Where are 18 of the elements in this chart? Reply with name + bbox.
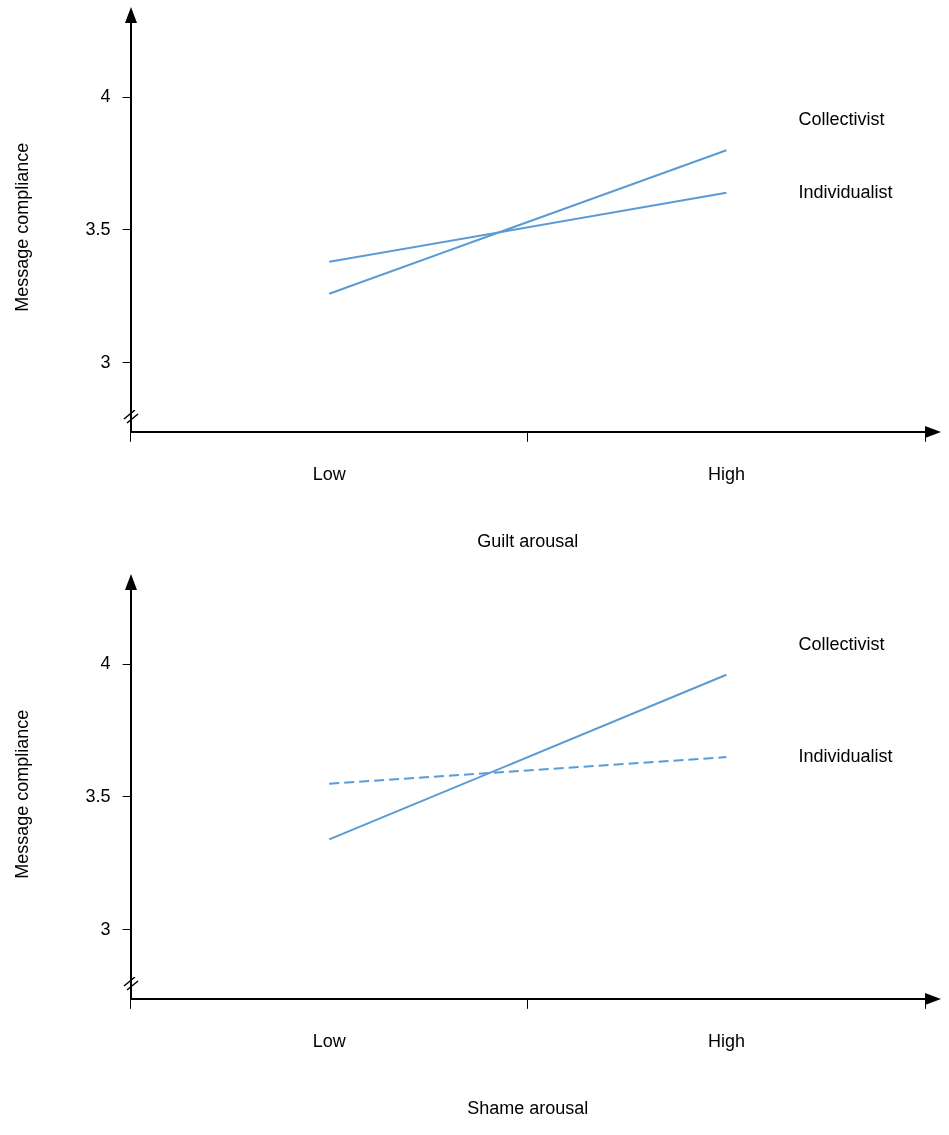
y-axis-title: Message compliance	[11, 709, 32, 879]
y-tick-label: 4	[100, 653, 111, 674]
y-tick-label: 3	[100, 918, 111, 939]
x-axis-title: Guilt arousal	[477, 531, 579, 552]
x-tick-label: Low	[312, 1030, 347, 1051]
y-tick-label: 3	[100, 351, 111, 372]
x-tick-label: High	[707, 1030, 745, 1051]
text: Individualist	[798, 181, 893, 202]
text: Individualist	[798, 746, 893, 767]
text: Collectivist	[798, 109, 885, 130]
x-tick-label: Low	[312, 463, 347, 484]
text: Collectivist	[798, 633, 885, 654]
y-tick-label: 3.5	[85, 785, 111, 806]
y-tick-label: 3.5	[85, 218, 111, 239]
y-axis-title: Message compliance	[11, 142, 32, 312]
x-axis-title: Shame arousal	[467, 1098, 589, 1119]
y-tick-label: 4	[100, 86, 111, 107]
x-tick-label: High	[707, 463, 745, 484]
